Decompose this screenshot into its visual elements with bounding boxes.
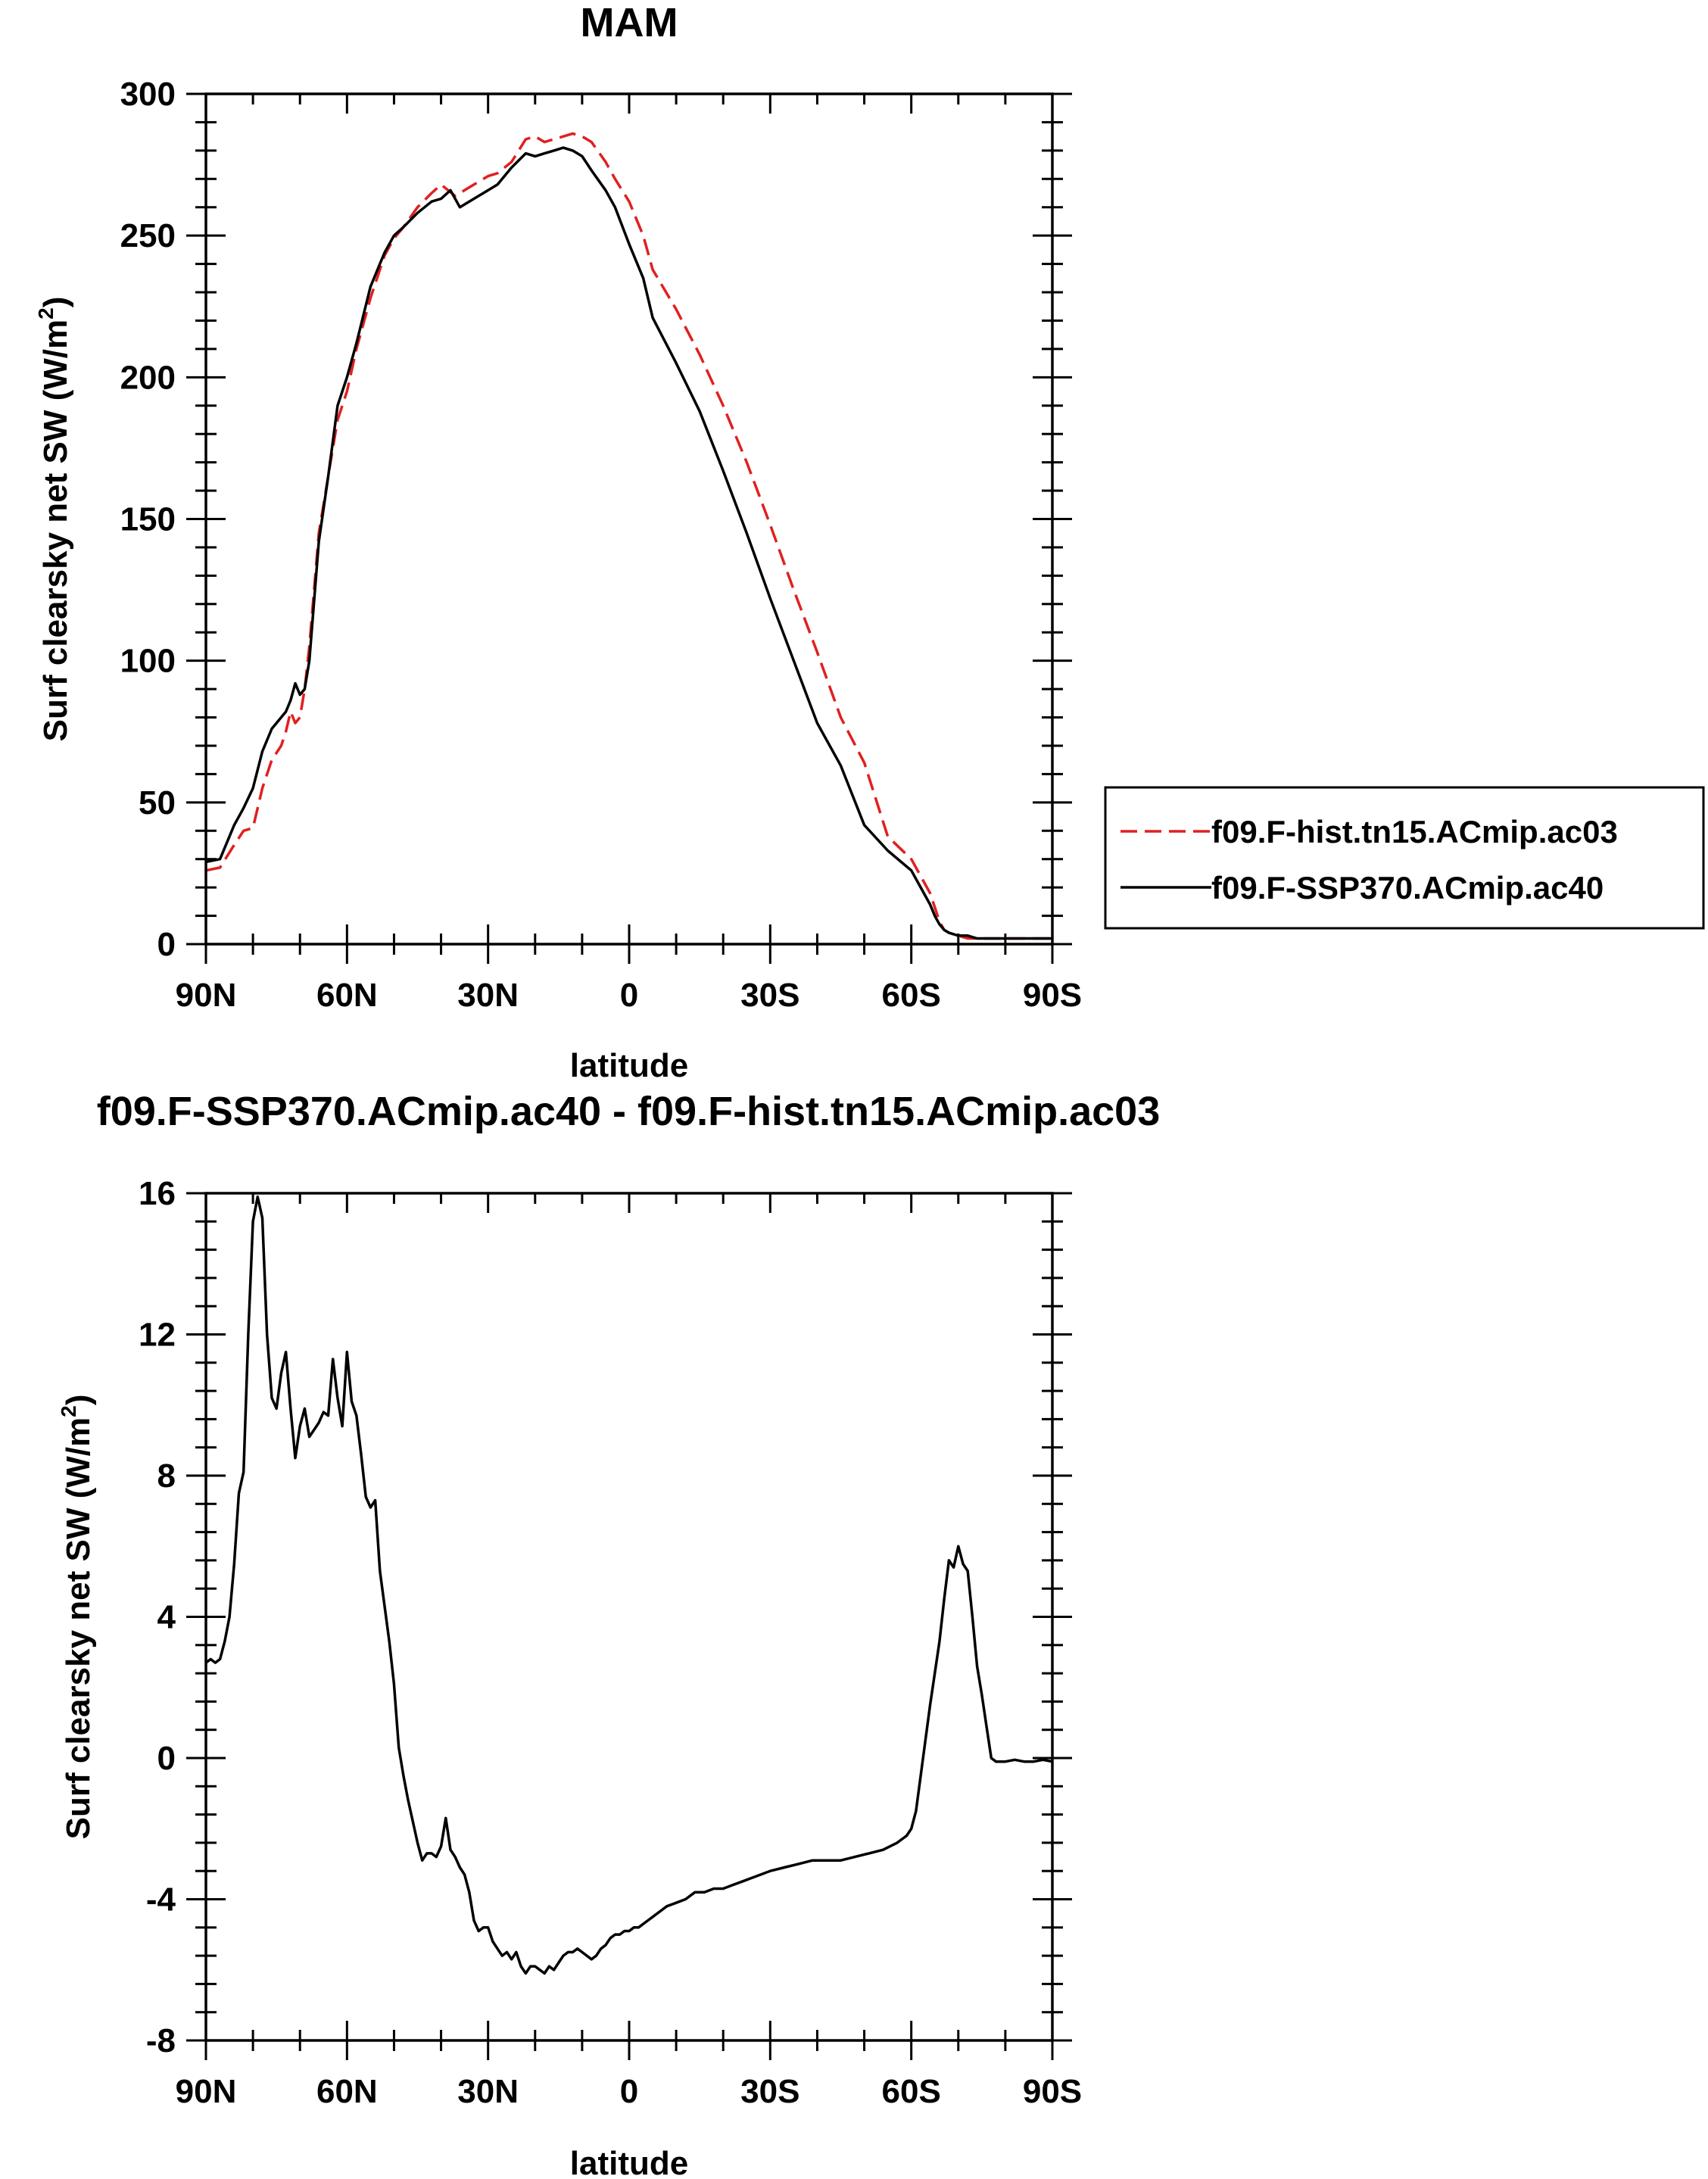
x-tick-label: 0 — [620, 977, 638, 1014]
series-line-2 — [205, 146, 1052, 940]
x-tick-label: 90N — [176, 2073, 237, 2110]
x-tick-label: 30N — [457, 2073, 519, 2110]
x-tick-label: 90S — [1023, 2073, 1082, 2110]
x-tick-label: 30S — [740, 2073, 799, 2110]
y-axis-label-close: ) — [37, 297, 74, 308]
x-tick-label: 90N — [176, 977, 237, 1014]
legend: f09.F-hist.tn15.ACmip.ac03 f09.F-SSP370.A… — [1104, 786, 1705, 930]
y-tick-label: 200 — [120, 359, 176, 396]
y-axis-label: Surf clearsky net SW (W/m2) — [57, 1395, 97, 1840]
chart-panel-2: f09.F-SSP370.ACmip.ac40 - f09.F-hist.tn1… — [57, 1089, 1160, 2179]
y-tick-label: 300 — [120, 76, 176, 113]
y-tick-label: 8 — [157, 1457, 176, 1495]
series-line-1 — [205, 132, 1052, 940]
plot-frame — [204, 1192, 1054, 2042]
y-tick-label: 150 — [120, 501, 176, 538]
x-tick-label: 30S — [740, 977, 799, 1014]
y-axis-label: Surf clearsky net SW (W/m2) — [34, 297, 74, 742]
y-axis-label-sup: 2 — [34, 307, 58, 320]
x-axis-label: latitude — [570, 2145, 688, 2179]
y-tick-label: 12 — [139, 1317, 176, 1354]
x-tick-label: 0 — [620, 2073, 638, 2110]
y-tick-label: 0 — [157, 1740, 176, 1777]
x-tick-label: 30N — [457, 977, 519, 1014]
y-axis-label-main: Surf clearsky net SW (W/m — [60, 1417, 97, 1839]
x-tick-label: 60S — [882, 977, 941, 1014]
y-axis-label-main: Surf clearsky net SW (W/m — [37, 320, 74, 741]
y-tick-label: -4 — [146, 1881, 176, 1919]
plot-frame — [204, 92, 1054, 946]
series-line-1 — [204, 1195, 1053, 1975]
x-tick-label: 60N — [316, 977, 378, 1014]
legend-label-1: f09.F-hist.tn15.ACmip.ac03 — [1211, 814, 1618, 849]
y-tick-label: 16 — [139, 1175, 176, 1212]
legend-label-2: f09.F-SSP370.ACmip.ac40 — [1211, 870, 1604, 906]
y-tick-label: 4 — [157, 1599, 176, 1636]
y-tick-label: -8 — [146, 2022, 176, 2059]
x-axis-label: latitude — [570, 1047, 688, 1084]
x-tick-label: 90S — [1023, 977, 1082, 1014]
y-tick-label: 100 — [120, 643, 176, 680]
chart-panel-1: MAM 90N 60N 30N 0 30S 60S 90S 0 50 100 150 200 250 300… — [34, 0, 1705, 1084]
chart-title: f09.F-SSP370.ACmip.ac40 - f09.F-hist.tn1… — [97, 1089, 1160, 1134]
y-axis-label-close: ) — [60, 1395, 97, 1406]
y-tick-label: 250 — [120, 217, 176, 254]
y-axis-label-sup: 2 — [57, 1405, 80, 1417]
y-tick-label: 0 — [157, 926, 176, 963]
y-tick-label: 50 — [139, 784, 176, 821]
chart-title: MAM — [581, 0, 678, 45]
x-tick-label: 60N — [316, 2073, 378, 2110]
legend-box — [1104, 786, 1705, 930]
x-tick-label: 60S — [882, 2073, 941, 2110]
